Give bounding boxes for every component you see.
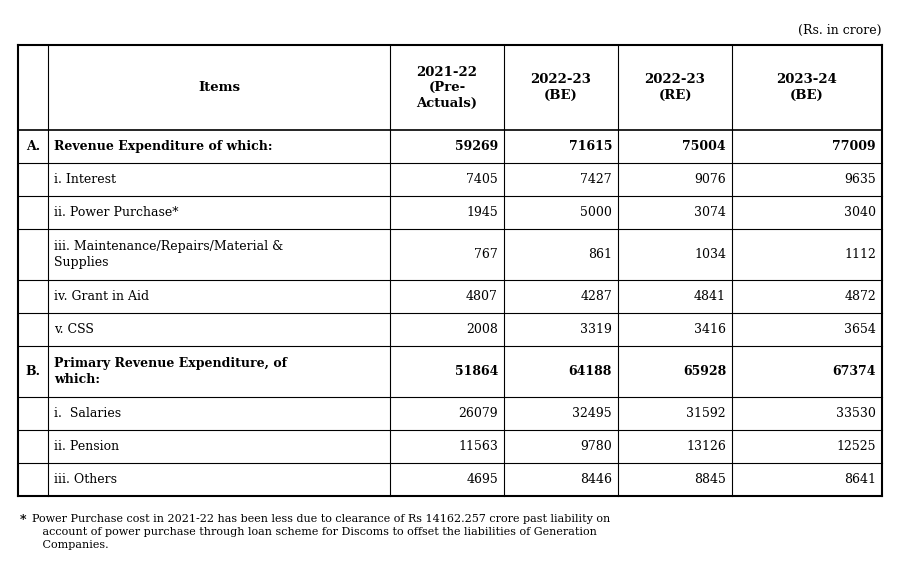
Text: 7427: 7427	[580, 173, 612, 186]
Text: 4872: 4872	[844, 290, 876, 303]
Text: 32495: 32495	[572, 407, 612, 420]
Text: 8845: 8845	[694, 473, 726, 486]
Text: 4287: 4287	[580, 290, 612, 303]
Text: 9076: 9076	[694, 173, 726, 186]
Text: 1034: 1034	[694, 248, 726, 261]
Text: 8446: 8446	[580, 473, 612, 486]
Text: 67374: 67374	[832, 365, 876, 378]
Text: ii. Power Purchase*: ii. Power Purchase*	[54, 206, 178, 219]
Text: 71615: 71615	[569, 140, 612, 153]
Text: 767: 767	[474, 248, 498, 261]
Text: 3074: 3074	[694, 206, 726, 219]
Text: 3319: 3319	[580, 323, 612, 336]
Text: *: *	[20, 514, 26, 527]
Text: 1945: 1945	[466, 206, 498, 219]
Text: 9780: 9780	[580, 440, 612, 453]
Text: ii. Pension: ii. Pension	[54, 440, 119, 453]
Text: 7405: 7405	[466, 173, 498, 186]
Text: i.  Salaries: i. Salaries	[54, 407, 122, 420]
Text: 9635: 9635	[844, 173, 876, 186]
Text: 2022-23
(RE): 2022-23 (RE)	[644, 73, 706, 102]
Text: 5000: 5000	[580, 206, 612, 219]
Text: 75004: 75004	[682, 140, 726, 153]
Text: 4841: 4841	[694, 290, 726, 303]
Text: 59269: 59269	[454, 140, 498, 153]
Text: Power Purchase cost in 2021-22 has been less due to clearance of Rs 14162.257 cr: Power Purchase cost in 2021-22 has been …	[32, 514, 610, 551]
Text: i. Interest: i. Interest	[54, 173, 116, 186]
Text: 11563: 11563	[458, 440, 498, 453]
Text: Revenue Expenditure of which:: Revenue Expenditure of which:	[54, 140, 273, 153]
Text: 8641: 8641	[844, 473, 876, 486]
Text: iv. Grant in Aid: iv. Grant in Aid	[54, 290, 149, 303]
Text: 26079: 26079	[458, 407, 498, 420]
Text: 1112: 1112	[844, 248, 876, 261]
Text: 51864: 51864	[454, 365, 498, 378]
Text: 4807: 4807	[466, 290, 498, 303]
Text: 2008: 2008	[466, 323, 498, 336]
Text: iii. Maintenance/Repairs/Material &
Supplies: iii. Maintenance/Repairs/Material & Supp…	[54, 240, 284, 269]
Text: 3416: 3416	[694, 323, 726, 336]
Text: 2022-23
(BE): 2022-23 (BE)	[531, 73, 591, 102]
Text: 12525: 12525	[836, 440, 876, 453]
Text: Items: Items	[198, 81, 240, 94]
Text: 77009: 77009	[832, 140, 876, 153]
Text: (Rs. in crore): (Rs. in crore)	[798, 24, 882, 37]
Text: 2021-22
(Pre-
Actuals): 2021-22 (Pre- Actuals)	[417, 66, 478, 109]
Text: 2023-24
(BE): 2023-24 (BE)	[777, 73, 837, 102]
Text: 3040: 3040	[844, 206, 876, 219]
Text: v. CSS: v. CSS	[54, 323, 94, 336]
Text: 65928: 65928	[683, 365, 726, 378]
Text: 861: 861	[588, 248, 612, 261]
Text: 33530: 33530	[836, 407, 876, 420]
Text: B.: B.	[25, 365, 40, 378]
Text: 13126: 13126	[686, 440, 726, 453]
Text: 4695: 4695	[466, 473, 498, 486]
Text: 64188: 64188	[569, 365, 612, 378]
Text: 31592: 31592	[687, 407, 726, 420]
Text: 3654: 3654	[844, 323, 876, 336]
Text: Primary Revenue Expenditure, of
which:: Primary Revenue Expenditure, of which:	[54, 357, 287, 386]
Text: A.: A.	[26, 140, 40, 153]
Text: iii. Others: iii. Others	[54, 473, 117, 486]
